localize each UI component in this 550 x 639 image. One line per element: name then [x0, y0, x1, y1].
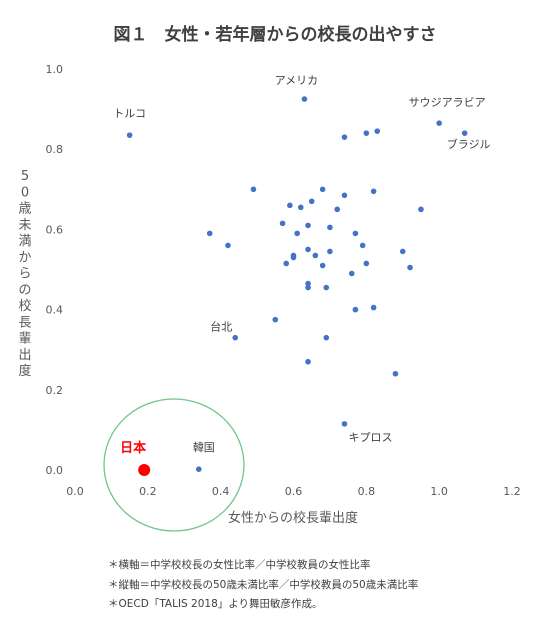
y-axis-title-char: か [18, 250, 31, 265]
point-label: ブラジル [447, 137, 491, 151]
japan-data-point [138, 464, 151, 476]
y-axis-title-char: 校 [18, 298, 31, 314]
data-point [305, 284, 311, 291]
data-point [348, 270, 355, 277]
labeled-data-point [126, 132, 133, 138]
data-point [250, 186, 257, 193]
x-tick-label: 0.8 [358, 485, 376, 498]
data-point [305, 280, 311, 287]
y-axis-title-char: ら [18, 267, 31, 282]
y-tick-label: 0.6 [46, 223, 64, 236]
data-point [374, 128, 381, 134]
data-point [392, 370, 399, 377]
data-points [126, 96, 468, 476]
x-tick-label: 0.0 [66, 485, 84, 498]
y-tick-label: 1.0 [46, 63, 64, 76]
data-point [418, 206, 424, 213]
data-point [399, 248, 406, 255]
data-point [312, 252, 319, 259]
y-axis-title-char: 輩 [18, 332, 31, 347]
y-axis-title-char: 5 [21, 169, 29, 184]
y-tick-label: 0.4 [46, 304, 64, 317]
note-y-axis: ＊縦軸＝中学校校長の50歳未満比率／中学校教員の50歳未満比率 [108, 578, 419, 591]
data-point [407, 264, 413, 271]
tick-labels: 0.0 0.2 0.4 0.6 0.8 1.0 1.2 0.0 0.2 0.4 0.6 0.8 1.0 [46, 63, 521, 498]
data-point [305, 358, 311, 365]
data-point [352, 306, 359, 313]
data-point [359, 242, 366, 249]
data-point [341, 134, 348, 140]
y-axis-title-char: 満 [18, 234, 31, 249]
japan-label: 日本 [120, 440, 146, 456]
x-tick-label: 0.6 [285, 485, 303, 498]
data-point [272, 316, 279, 323]
data-point [352, 230, 359, 237]
data-point [225, 242, 231, 249]
data-point [290, 252, 297, 259]
labeled-data-point [461, 130, 468, 136]
data-point [279, 220, 286, 227]
point-label: 台北 [210, 320, 232, 334]
data-point [297, 204, 304, 211]
data-point [327, 224, 333, 231]
y-axis-title-char: の [18, 283, 31, 298]
data-point [319, 262, 326, 269]
data-point [370, 188, 377, 195]
japan-highlight-circle [103, 398, 245, 532]
y-tick-label: 0.0 [46, 464, 64, 477]
labeled-data-point [301, 96, 308, 102]
y-tick-label: 0.8 [46, 143, 64, 156]
data-point [363, 130, 370, 136]
y-axis-title-char: 度 [18, 363, 31, 379]
data-point [370, 304, 377, 311]
x-tick-label: 1.2 [503, 485, 521, 498]
data-point [334, 206, 341, 213]
note-x-axis: ＊横軸＝中学校校長の女性比率／中学校教員の女性比率 [108, 559, 371, 571]
labeled-data-point [232, 334, 239, 341]
data-point [206, 230, 213, 237]
labeled-data-point [341, 421, 348, 427]
labeled-data-point [436, 120, 442, 126]
point-label: キプロス [348, 431, 392, 444]
data-point [308, 198, 315, 205]
data-point [327, 248, 333, 255]
data-point [341, 192, 348, 199]
data-point [323, 284, 330, 291]
y-axis-title-char: 未 [18, 218, 31, 233]
data-point [323, 334, 330, 341]
data-point [294, 230, 300, 237]
y-axis-title-char: 出 [18, 348, 31, 363]
y-axis-title-char: 歳 [18, 202, 31, 217]
point-label: トルコ [113, 107, 146, 120]
y-tick-label: 0.2 [46, 384, 64, 397]
point-label: アメリカ [275, 74, 318, 87]
footnotes: ＊横軸＝中学校校長の女性比率／中学校教員の女性比率 ＊縦軸＝中学校校長の50歳未… [108, 556, 418, 615]
chart-title: 図１ 女性・若年層からの校長の出やすさ [114, 24, 437, 45]
labeled-data-point [196, 466, 202, 472]
point-label: 韓国 [193, 441, 215, 454]
x-tick-label: 1.0 [430, 485, 448, 498]
point-label: サウジアラビア [409, 96, 486, 109]
x-tick-label: 0.2 [139, 485, 157, 498]
y-axis-title-char: 0 [21, 185, 29, 200]
data-point [319, 186, 326, 193]
x-axis-title: 女性からの校長輩出度 [228, 510, 358, 526]
y-axis-title-char: 長 [18, 315, 31, 330]
x-tick-label: 0.4 [212, 485, 230, 498]
data-point [363, 260, 370, 267]
data-point [283, 260, 290, 267]
data-point [305, 222, 311, 229]
data-point [305, 246, 311, 253]
note-source: ＊OECD「TALIS 2018」より舞田敏彦作成。 [108, 598, 323, 610]
data-point [287, 202, 293, 209]
